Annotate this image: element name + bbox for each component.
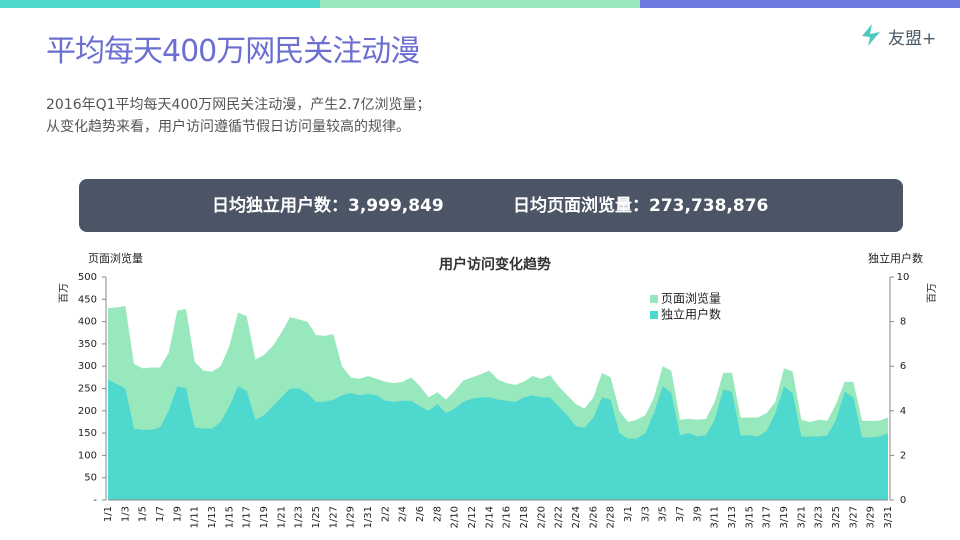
chart-title: 用户访问变化趋势 xyxy=(439,256,551,273)
y-axis-unit: 百万 xyxy=(58,283,70,303)
y2-tick-label: 2 xyxy=(900,450,906,461)
top-stripe xyxy=(0,0,320,8)
x-tick-label: 1/11 xyxy=(190,506,201,528)
x-tick-label: 2/10 xyxy=(450,506,461,528)
top-stripe xyxy=(320,0,640,8)
x-tick-label: 3/31 xyxy=(883,506,894,528)
logo: 友盟+ xyxy=(888,29,937,49)
y-tick-label: 200 xyxy=(78,406,97,417)
legend-label: 页面浏览量 xyxy=(661,291,721,306)
x-tick-label: 3/17 xyxy=(762,506,773,528)
x-tick-label: 2/4 xyxy=(398,506,409,522)
x-tick-label: 3/7 xyxy=(675,506,686,522)
x-tick-label: 2/22 xyxy=(554,506,565,528)
x-tick-label: 3/29 xyxy=(866,506,877,528)
x-tick-label: 1/25 xyxy=(311,506,322,528)
x-tick-label: 1/1 xyxy=(103,506,114,522)
x-tick-label: 1/15 xyxy=(224,506,235,528)
x-tick-label: 2/2 xyxy=(380,506,391,522)
x-tick-label: 1/19 xyxy=(259,506,270,528)
y-tick-label: 300 xyxy=(78,361,97,372)
x-tick-label: 2/28 xyxy=(606,506,617,528)
x-tick-label: 1/27 xyxy=(328,506,339,528)
x-tick-label: 3/25 xyxy=(831,506,842,528)
logo-icon xyxy=(862,24,880,46)
x-tick-label: 2/16 xyxy=(502,506,513,528)
x-tick-label: 1/13 xyxy=(207,506,218,528)
stat: 日均独立用户数：3,999,849 xyxy=(212,196,444,216)
y-tick-label: 50 xyxy=(84,473,97,484)
x-tick-label: 3/23 xyxy=(814,506,825,528)
y-tick-label: 400 xyxy=(78,317,97,328)
stat: 日均页面浏览量：273,738,876 xyxy=(513,196,769,216)
x-tick-label: 3/27 xyxy=(848,506,859,528)
y2-tick-label: 10 xyxy=(897,272,910,283)
x-tick-label: 3/13 xyxy=(727,506,738,528)
y2-tick-label: 6 xyxy=(900,361,906,372)
x-tick-label: 1/9 xyxy=(172,506,183,522)
x-tick-label: 3/19 xyxy=(779,506,790,528)
x-tick-label: 2/14 xyxy=(484,506,495,528)
y-tick-label: 100 xyxy=(78,450,97,461)
x-tick-label: 3/5 xyxy=(658,506,669,522)
y-tick-label: 450 xyxy=(78,294,97,305)
x-tick-label: 3/15 xyxy=(744,506,755,528)
y2-axis-unit: 百万 xyxy=(926,283,938,303)
x-tick-label: 3/11 xyxy=(710,506,721,528)
page-title: 平均每天400万网民关注动漫 xyxy=(46,34,420,69)
y2-tick-label: 8 xyxy=(900,317,906,328)
x-tick-label: 2/26 xyxy=(588,506,599,528)
summary-line: 2016年Q1平均每天400万网民关注动漫，产生2.7亿浏览量； xyxy=(46,97,431,113)
area xyxy=(108,379,888,500)
x-tick-label: 1/17 xyxy=(242,506,253,528)
legend-swatch xyxy=(650,311,658,319)
y-axis-title: 页面浏览量 xyxy=(88,251,143,265)
x-tick-label: 3/1 xyxy=(623,506,634,522)
chart: 用户访问变化趋势 页面浏览量 独立用户数 百万 百万 -501001502002… xyxy=(58,251,938,528)
x-tick-label: 2/6 xyxy=(415,506,426,522)
y-tick-label: 350 xyxy=(78,339,97,350)
y-tick-label: 250 xyxy=(78,384,97,395)
legend-label: 独立用户数 xyxy=(661,307,721,322)
x-tick-label: 2/24 xyxy=(571,506,582,528)
x-tick-label: 1/3 xyxy=(120,506,131,522)
x-tick-label: 1/29 xyxy=(346,506,357,528)
x-tick-label: 2/18 xyxy=(519,506,530,528)
x-tick-label: 1/5 xyxy=(138,506,149,522)
x-tick-label: 2/12 xyxy=(467,506,478,528)
top-stripe xyxy=(640,0,960,8)
x-tick-label: 2/8 xyxy=(432,506,443,522)
x-tick-label: 3/9 xyxy=(692,506,703,522)
summary-line: 从变化趋势来看，用户访问遵循节假日访问量较高的规律。 xyxy=(46,119,410,135)
x-tick-label: 3/21 xyxy=(796,506,807,528)
x-tick-label: 2/20 xyxy=(536,506,547,528)
y2-axis-title: 独立用户数 xyxy=(868,251,923,265)
y-tick-label: - xyxy=(93,495,97,506)
y2-tick-label: 4 xyxy=(900,406,906,417)
summary-banner: 日均独立用户数：3,999,849 日均页面浏览量：273,738,876 xyxy=(79,179,903,232)
y2-tick-label: 0 xyxy=(900,495,906,506)
x-tick-label: 1/21 xyxy=(276,506,287,528)
legend-swatch xyxy=(650,295,658,303)
y-tick-label: 500 xyxy=(78,272,97,283)
y-tick-label: 150 xyxy=(78,428,97,439)
x-tick-label: 1/7 xyxy=(155,506,166,522)
x-tick-label: 3/3 xyxy=(640,506,651,522)
x-tick-label: 1/23 xyxy=(294,506,305,528)
x-tick-label: 1/31 xyxy=(363,506,374,528)
